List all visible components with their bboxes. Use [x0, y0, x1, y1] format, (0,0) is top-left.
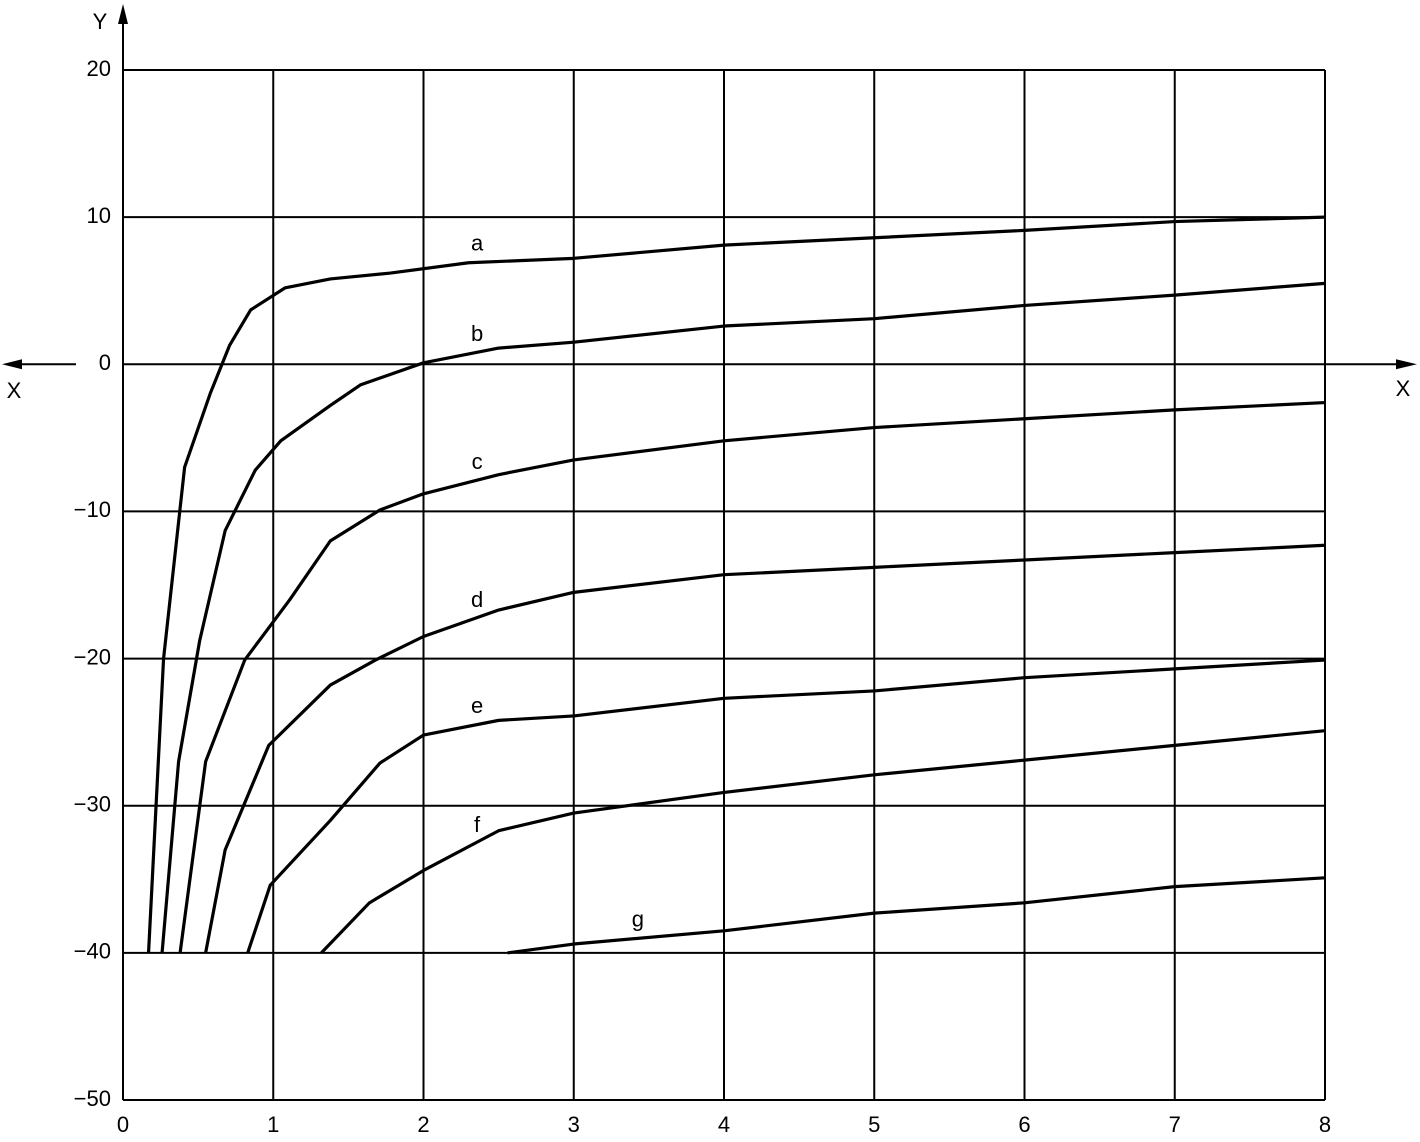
x-tick-label: 0: [117, 1112, 129, 1137]
x-tick-label: 4: [718, 1112, 730, 1137]
y-tick-label: −10: [74, 497, 111, 522]
curve-label: a: [471, 230, 484, 255]
curve-label: b: [471, 321, 483, 346]
x-tick-label: 1: [267, 1112, 279, 1137]
x-tick-label: 2: [417, 1112, 429, 1137]
curve: [178, 400, 1326, 954]
curve-label: f: [474, 812, 481, 837]
curve: [320, 729, 1326, 954]
x-tick-label: 6: [1018, 1112, 1030, 1137]
curve-label: d: [471, 587, 483, 612]
y-tick-label: −30: [74, 792, 111, 817]
y-tick-label: −40: [74, 939, 111, 964]
y-tick-label: −20: [74, 644, 111, 669]
x-axis-label-left: X: [7, 378, 22, 403]
x-axis-arrow: [1396, 359, 1417, 370]
curve: [146, 215, 1326, 953]
y-axis-arrow: [118, 4, 128, 24]
curve-label: e: [471, 693, 483, 718]
x-tick-label: 3: [568, 1112, 580, 1137]
x-tick-label: 7: [1169, 1112, 1181, 1137]
x-axis-label-right: X: [1396, 376, 1411, 401]
curve-label: c: [472, 449, 483, 474]
curve: [204, 543, 1326, 954]
curve: [507, 876, 1326, 955]
x-tick-label: 8: [1319, 1112, 1331, 1137]
y-tick-label: 20: [87, 56, 111, 81]
curve: [246, 658, 1326, 954]
x-axis-arrow-left: [2, 359, 22, 370]
curve-label: g: [632, 907, 644, 932]
y-axis-label: Y: [93, 9, 108, 34]
x-tick-label: 5: [868, 1112, 880, 1137]
y-tick-label: 0: [99, 350, 111, 375]
y-tick-label: −50: [74, 1086, 111, 1111]
curve: [160, 281, 1326, 953]
y-tick-label: 10: [87, 203, 111, 228]
